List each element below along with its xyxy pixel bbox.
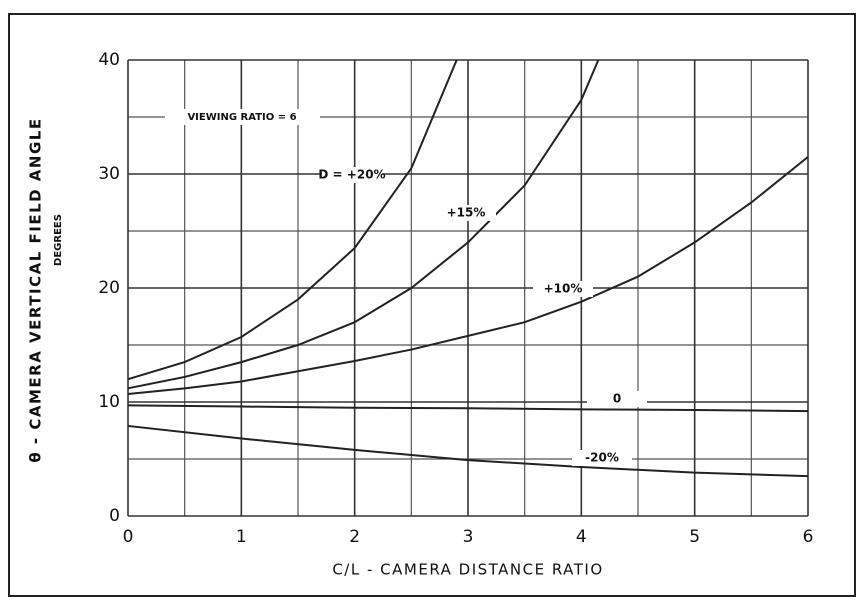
frame	[8, 13, 856, 597]
annotation-bg	[165, 109, 320, 125]
y-tick-label: 0	[109, 506, 120, 526]
x-tick-label: 5	[689, 527, 700, 547]
series-label: -20%	[585, 451, 619, 465]
y-axis-label: θ - CAMERA VERTICAL FIELD ANGLE	[27, 117, 45, 462]
series-label-bg	[436, 205, 496, 221]
series-label-bg	[322, 167, 382, 183]
series-label: +10%	[544, 282, 583, 296]
x-axis-label: C/L - CAMERA DISTANCE RATIO	[332, 561, 603, 579]
x-tick-label: 1	[236, 527, 247, 547]
x-tick-label: 6	[803, 527, 814, 547]
x-tick-label: 0	[123, 527, 134, 547]
y-tick-label: 10	[98, 392, 120, 412]
line	[127, 59, 600, 390]
y-tick-label: 20	[98, 278, 120, 298]
line	[127, 59, 458, 381]
x-tick-label: 4	[576, 527, 587, 547]
line	[127, 156, 809, 396]
series-label: 0	[613, 392, 621, 406]
x-tick-label: 2	[349, 527, 360, 547]
series-label: +15%	[447, 206, 486, 220]
series-label-bg	[572, 450, 632, 466]
y-tick-label: 40	[98, 50, 120, 70]
line	[127, 424, 809, 478]
y-tick-label: 30	[98, 164, 120, 184]
series-label-bg	[533, 281, 593, 297]
x-tick-label: 3	[463, 527, 474, 547]
series-label: D = +20%	[318, 168, 385, 182]
annotation: VIEWING RATIO = 6	[187, 112, 296, 123]
y-axis-unit: DEGREES	[53, 214, 64, 266]
series-label-bg	[587, 391, 647, 407]
line	[127, 404, 809, 413]
